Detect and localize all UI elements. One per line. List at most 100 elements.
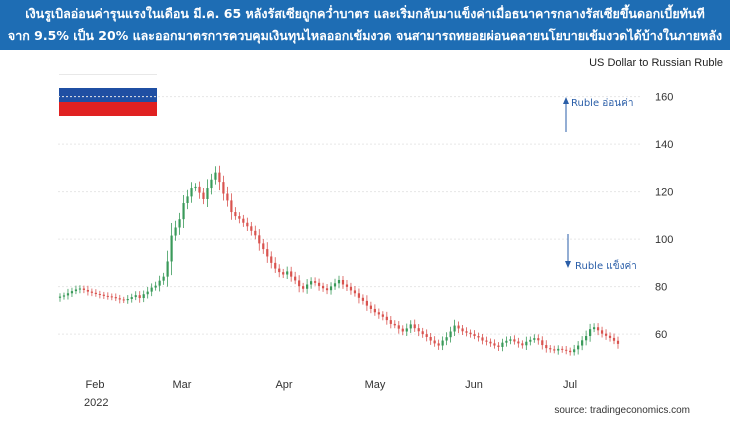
candle-body xyxy=(557,348,560,351)
candle-body xyxy=(270,256,273,263)
candle-body xyxy=(94,292,97,294)
candle-body xyxy=(377,312,380,315)
candle-body xyxy=(242,218,245,223)
candle-body xyxy=(425,334,428,337)
candle-body xyxy=(317,282,321,286)
candle-body xyxy=(102,294,105,296)
candle-body xyxy=(294,276,297,281)
candle-body xyxy=(138,295,141,299)
candle-body xyxy=(489,341,492,344)
candle-body xyxy=(86,289,89,292)
candle-body xyxy=(158,280,161,286)
candle-body xyxy=(405,328,408,332)
candle-body xyxy=(577,345,580,350)
candle-body xyxy=(210,179,213,189)
candle-body xyxy=(361,297,365,301)
candle-body xyxy=(154,285,157,288)
candle-body xyxy=(146,291,149,295)
candle-body xyxy=(325,288,329,291)
candle-body xyxy=(178,219,181,228)
candle-body xyxy=(397,325,400,329)
candle-body xyxy=(596,327,600,331)
x-tick-label: Apr xyxy=(275,379,292,391)
candle-body xyxy=(485,340,488,342)
candle-body xyxy=(473,334,476,337)
candle-body xyxy=(306,284,309,289)
candle-body xyxy=(214,172,217,180)
russian-flag-icon xyxy=(59,74,157,116)
candle-body xyxy=(565,349,568,351)
y-tick-label: 100 xyxy=(655,234,673,246)
candle-body xyxy=(114,297,117,299)
candle-body xyxy=(218,172,221,183)
y-tick-label: 120 xyxy=(655,187,673,199)
candle-body xyxy=(369,305,372,309)
candle-body xyxy=(505,340,508,343)
y-tick-label: 80 xyxy=(655,282,667,294)
candles xyxy=(58,165,620,356)
candle-body xyxy=(445,337,448,341)
candle-body xyxy=(262,243,265,250)
x-tick-label: Jun xyxy=(465,379,483,391)
candle-body xyxy=(230,200,233,213)
candle-body xyxy=(142,294,145,299)
candle-body xyxy=(497,345,500,347)
x-tick-label: May xyxy=(365,379,386,391)
candle-body xyxy=(202,192,205,199)
candle-body xyxy=(437,343,440,346)
candle-body xyxy=(321,285,325,289)
candle-body xyxy=(592,327,596,330)
candle-body xyxy=(465,331,468,333)
candle-body xyxy=(461,328,464,332)
candle-body xyxy=(58,296,62,298)
candle-body xyxy=(254,230,257,236)
candle-body xyxy=(589,329,592,337)
candle-body xyxy=(545,345,548,349)
candle-body xyxy=(616,340,620,344)
candle-body xyxy=(258,235,261,244)
candle-body xyxy=(561,348,564,350)
candle-body xyxy=(290,271,293,277)
candle-body xyxy=(341,279,345,285)
candle-body xyxy=(170,235,173,262)
candle-body xyxy=(608,335,612,338)
candle-body xyxy=(413,324,416,329)
y-axis-ticks: 60 80 100 120 140 160 xyxy=(655,92,673,342)
candle-body xyxy=(190,188,193,197)
candle-body xyxy=(477,336,480,338)
candle-body xyxy=(493,343,496,346)
x-tick-label: Feb xyxy=(86,379,105,391)
candle-body xyxy=(329,286,333,291)
candle-body xyxy=(186,196,189,204)
candle-body xyxy=(282,272,285,275)
candle-body xyxy=(226,193,229,201)
candle-body xyxy=(286,271,289,275)
annotation-weaker: Ruble อ่อนค่า xyxy=(563,97,633,132)
candle-body xyxy=(417,328,420,332)
year-label: 2022 xyxy=(84,397,108,409)
y-tick-label: 140 xyxy=(655,139,673,151)
candle-body xyxy=(238,216,241,219)
header-banner: เงินรูเบิลอ่อนค่ารุนแรงในเดือน มี.ค. 65 … xyxy=(0,0,730,50)
candle-body xyxy=(537,338,540,341)
candle-body xyxy=(194,186,197,189)
annotation-stronger-label: Ruble แข็งค่า xyxy=(575,258,637,272)
candle-body xyxy=(82,288,86,290)
candle-body xyxy=(421,331,424,335)
candle-body xyxy=(533,338,536,340)
candle-body xyxy=(569,350,572,353)
candle-body xyxy=(266,249,269,257)
candle-body xyxy=(150,287,153,292)
gridlines xyxy=(58,96,640,335)
candle-body xyxy=(525,341,528,346)
annotation-weaker-label: Ruble อ่อนค่า xyxy=(571,98,633,109)
candle-body xyxy=(469,332,472,335)
candle-body xyxy=(600,330,604,334)
candle-body xyxy=(513,339,516,342)
candle-body xyxy=(381,314,384,317)
candle-body xyxy=(166,261,169,277)
candle-body xyxy=(457,325,460,329)
candle-body xyxy=(573,349,576,353)
candle-body xyxy=(234,212,237,217)
candle-body xyxy=(118,298,121,300)
